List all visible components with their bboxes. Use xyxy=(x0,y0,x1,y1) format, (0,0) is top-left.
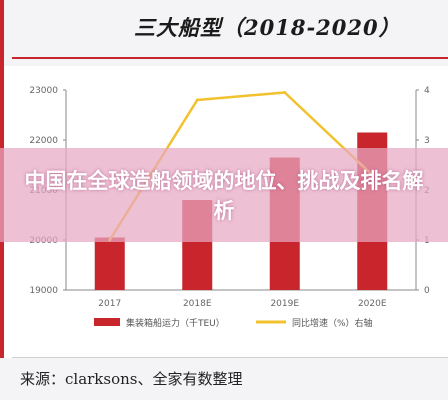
x-tick-label: 2018E xyxy=(183,299,212,309)
header-bar xyxy=(0,0,448,66)
y-tick-right-label: 0 xyxy=(424,286,430,296)
title-underline xyxy=(12,57,448,59)
growth-point xyxy=(283,91,287,94)
bar xyxy=(94,237,125,290)
footer-bar xyxy=(0,358,448,400)
x-tick-label: 2020E xyxy=(358,299,387,309)
chart-title: 三大船型（2018-2020） xyxy=(134,15,401,40)
y-tick-left-label: 19000 xyxy=(29,286,58,296)
legend-label-bar: 集装箱船运力（千TEU） xyxy=(126,317,225,329)
y-tick-right-label: 4 xyxy=(424,86,430,96)
footer-divider xyxy=(12,357,448,358)
y-tick-right-label: 3 xyxy=(424,136,430,146)
x-tick-label: 2019E xyxy=(270,299,299,309)
x-tick-label: 2017 xyxy=(98,299,121,309)
headline-text: 中国在全球造船领域的地位、挑战及排名解析 xyxy=(24,169,424,223)
y-tick-left-label: 22000 xyxy=(29,136,58,146)
source-note: 来源：clarksons、全家有数整理 xyxy=(20,370,243,388)
legend-label-line: 同比增速（%）右轴 xyxy=(292,317,373,329)
growth-point xyxy=(195,98,199,102)
headline-banner[interactable]: 中国在全球造船领域的地位、挑战及排名解析 xyxy=(0,148,448,242)
legend-swatch-bar xyxy=(94,318,120,326)
y-tick-left-label: 23000 xyxy=(29,86,58,96)
